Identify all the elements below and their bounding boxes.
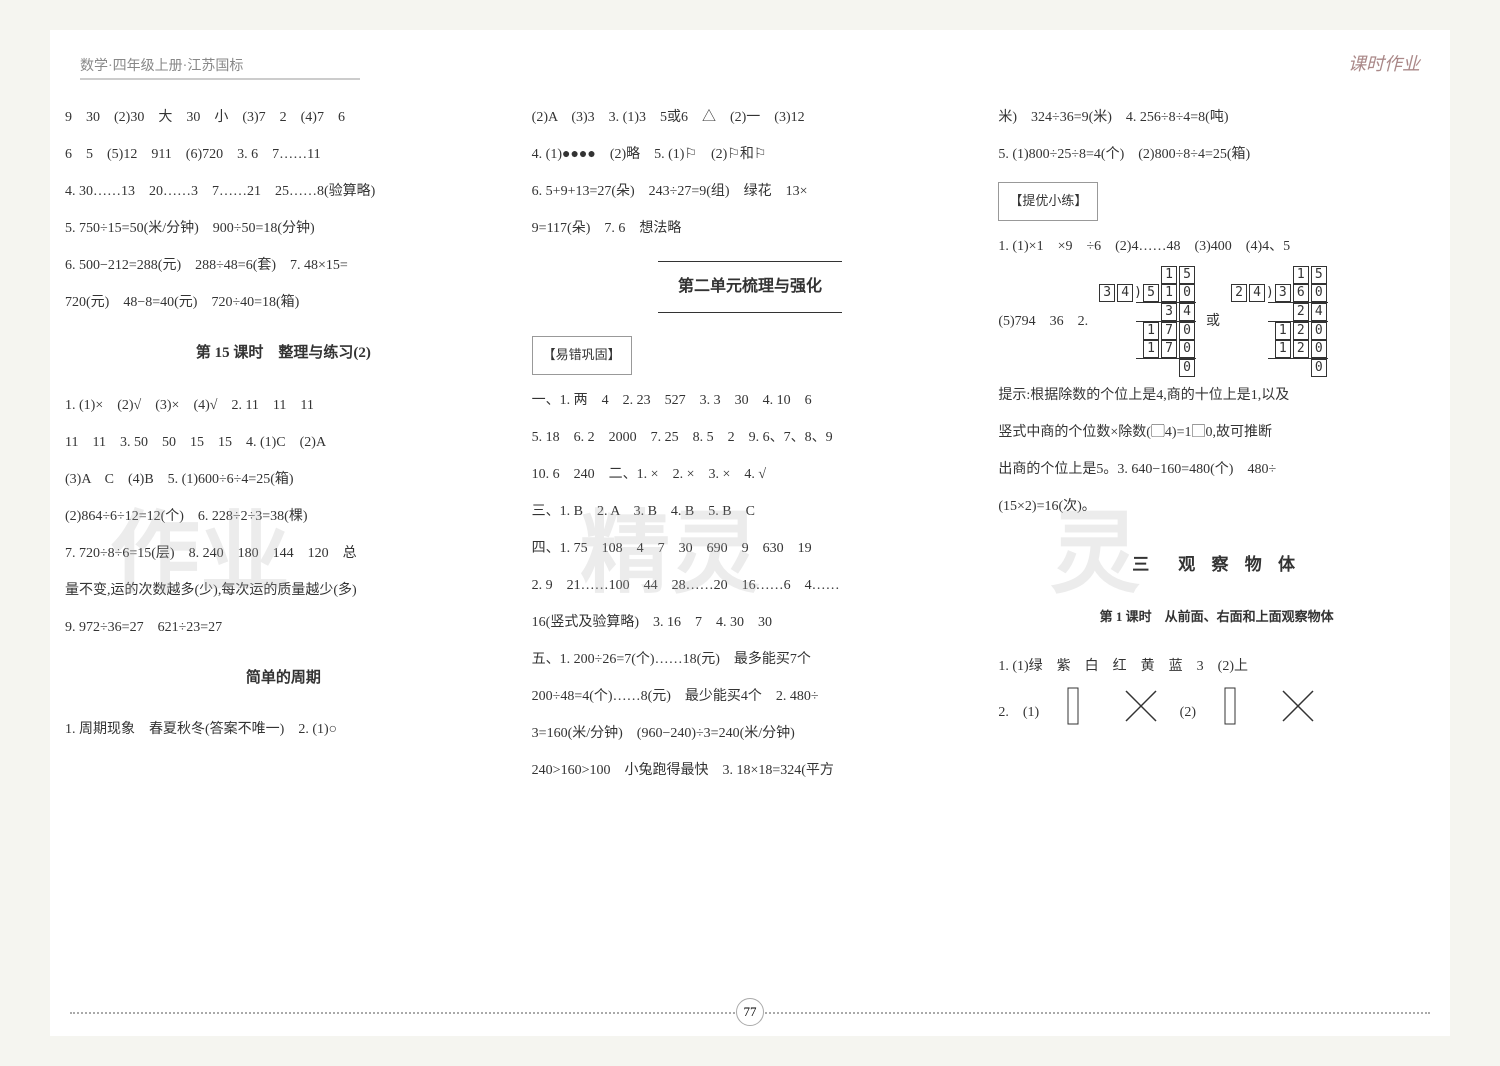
text-line: 3=160(米/分钟) (960−240)÷3=240(米/分钟) [532,716,969,751]
shape-x-icon [1121,686,1161,740]
text-line: 4. 30……13 20……3 7……21 25……8(验算略) [65,174,502,209]
text-line: 5. 750÷15=50(米/分钟) 900÷50=18(分钟) [65,211,502,246]
text-line: 2. 9 21……100 44 28……20 16……6 4…… [532,568,969,603]
shape-rectangle-icon [1058,686,1088,740]
text-line: 6. 5+9+13=27(朵) 243÷27=9(组) 绿花 13× [532,174,969,209]
division-or: 或 [1206,304,1220,339]
text-line: 三、1. B 2. A 3. B 4. B 5. B C [532,494,969,529]
unit2-title: 第二单元梳理与强化 [658,261,842,313]
text-line: 量不变,运的次数越多(少),每次运的质量越少(多) [65,573,502,608]
division-label: (5)794 36 2. [998,304,1088,339]
text-line: 竖式中商的个位数×除数(▢4)=1▢0,故可推断 [998,415,1435,450]
text-line: 11 11 3. 50 50 15 15 4. (1)C (2)A [65,425,502,460]
text-line: 16(竖式及验算略) 3. 16 7 4. 30 30 [532,605,969,640]
section-title-lesson15: 第 15 课时 整理与练习(2) [65,335,502,373]
long-division-2: 15 24)360 24 120 120 0 [1230,266,1328,378]
text-line: 五、1. 200÷26=7(个)……18(元) 最多能买7个 [532,642,969,677]
lesson1-title: 第 1 课时 从前面、右面和上面观察物体 [998,601,1435,634]
text-line: (15×2)=16(次)。 [998,489,1435,524]
text-line: 4. (1)●●●● (2)略 5. (1)⚐ (2)⚐和⚐ [532,137,969,172]
text-line: (2)A (3)3 3. (1)3 5或6 △ (2)一 (3)12 [532,100,969,135]
excellence-label: 【提优小练】 [998,182,1098,221]
text-line: 6 5 (5)12 911 (6)720 3. 6 7……11 [65,137,502,172]
text-line: 9=117(朵) 7. 6 想法略 [532,211,969,246]
header-brand: 课时作业 [1348,50,1420,76]
text-line: (3)A C (4)B 5. (1)600÷6÷4=25(箱) [65,462,502,497]
text-line: 出商的个位上是5。3. 640−160=480(个) 480÷ [998,452,1435,487]
section-title-simple-period: 简单的周期 [65,660,502,698]
text-line: 6. 500−212=288(元) 288÷48=6(套) 7. 48×15= [65,248,502,283]
long-division-1: 15 34)510 34 170 170 0 [1098,266,1196,378]
text-line: 四、1. 75 108 4 7 30 690 9 630 19 [532,531,969,566]
text-line: (2)864÷6÷12=12(个) 6. 228÷2÷3=38(棵) [65,499,502,534]
text-line: 9. 972÷36=27 621÷23=27 [65,610,502,645]
text-line: 一、1. 两 4 2. 23 527 3. 3 30 4. 10 6 [532,383,969,418]
text-line: 200÷48=4(个)……8(元) 最少能买4个 2. 480÷ [532,679,969,714]
shapes-line: 2. (1) (2) [998,686,1435,740]
text-line: 5. 18 6. 2 2000 7. 25 8. 5 2 9. 6、7、8、9 [532,420,969,455]
text-line: 5. (1)800÷25÷8=4(个) (2)800÷8÷4=25(箱) [998,137,1435,172]
shape-x-icon [1278,686,1318,740]
text-line: 10. 6 240 二、1. × 2. × 3. × 4. √ [532,457,969,492]
text-line: 提示:根据除数的个位上是4,商的十位上是1,以及 [998,378,1435,413]
text-line: 1. (1)×1 ×9 ÷6 (2)4……48 (3)400 (4)4、5 [998,229,1435,264]
unit3-title: 三 观 察 物 体 [998,544,1435,587]
text-line: 1. (1)× (2)√ (3)× (4)√ 2. 11 11 11 [65,388,502,423]
column-2: (2)A (3)3 3. (1)3 5或6 △ (2)一 (3)12 4. (1… [532,100,969,986]
unit2-banner: 第二单元梳理与强化 [532,261,969,313]
consolidation-label: 【易错巩固】 [532,336,632,375]
text-line: 720(元) 48−8=40(元) 720÷40=18(箱) [65,285,502,320]
text-line: 1. 周期现象 春夏秋冬(答案不唯一) 2. (1)○ [65,712,502,747]
text-line: 米) 324÷36=9(米) 4. 256÷8÷4=8(吨) [998,100,1435,135]
text-line: 240>160>100 小兔跑得最快 3. 18×18=324(平方 [532,753,969,788]
column-3: 米) 324÷36=9(米) 4. 256÷8÷4=8(吨) 5. (1)800… [998,100,1435,986]
text-line: 7. 720÷8÷6=15(层) 8. 240 180 144 120 总 [65,536,502,571]
page-number: 77 [736,998,764,1026]
shape-rectangle-icon [1215,686,1245,740]
header-subject: 数学·四年级上册·江苏国标 [80,55,360,80]
text-line: 9 30 (2)30 大 30 小 (3)7 2 (4)7 6 [65,100,502,135]
column-1: 9 30 (2)30 大 30 小 (3)7 2 (4)7 6 6 5 (5)1… [65,100,502,986]
text-line: 1. (1)绿 紫 白 红 黄 蓝 3 (2)上 [998,649,1435,684]
